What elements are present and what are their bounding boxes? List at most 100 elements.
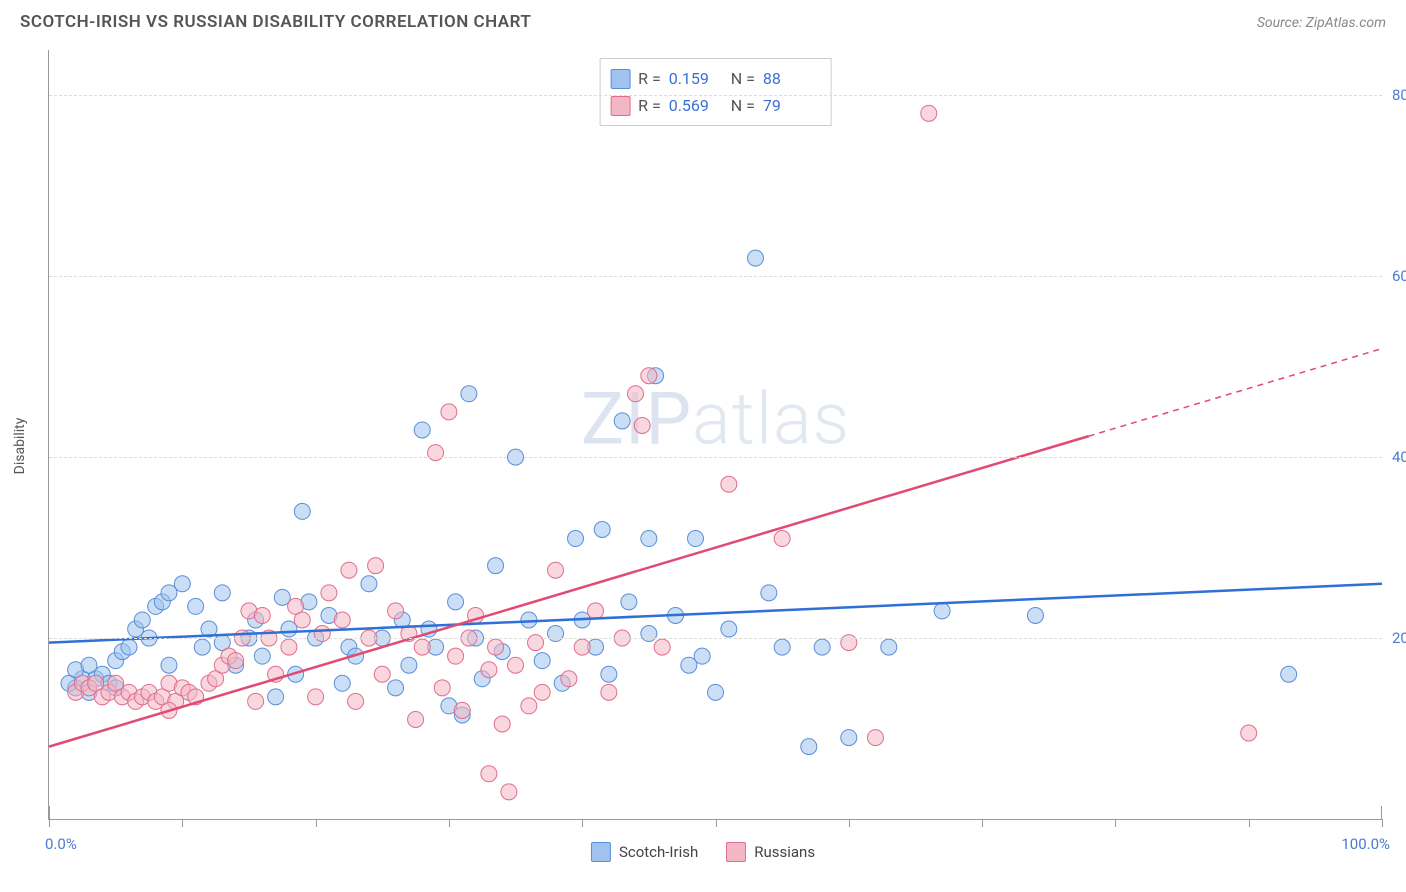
scatter-point [254,607,270,623]
x-tick [449,819,450,827]
scatter-point [388,603,404,619]
scatter-point [621,594,637,610]
scatter-point [528,635,544,651]
scatter-point [314,626,330,642]
scatter-point [434,680,450,696]
swatch-pink [726,842,746,862]
scatter-point [334,675,350,691]
scatter-point [654,639,670,655]
scatter-point [628,386,644,402]
chart-title: SCOTCH-IRISH VS RUSSIAN DISABILITY CORRE… [20,12,531,32]
chart-plot-area: ZIPatlas R = 0.159 N = 88 R = 0.569 N = … [48,50,1382,820]
y-axis-title: Disability [12,418,28,475]
x-axis-max-label: 100.0% [1341,835,1390,853]
scatter-point [414,639,430,655]
n-value-pink: 79 [763,92,817,119]
scatter-point [481,766,497,782]
trend-line-dashed [1089,349,1382,437]
x-tick [316,819,317,827]
scatter-point [841,635,857,651]
scatter-point [161,657,177,673]
n-label: N = [731,92,755,119]
x-tick [1382,819,1383,827]
scatter-point [601,666,617,682]
scatter-point [408,711,424,727]
swatch-pink [610,96,630,116]
scatter-point [641,626,657,642]
scatter-point [448,648,464,664]
scatter-point [214,585,230,601]
scatter-point [534,653,550,669]
scatter-point [594,521,610,537]
legend-row-russians: R = 0.569 N = 79 [610,92,817,119]
x-axis-min-label: 0.0% [45,835,77,853]
r-label: R = [638,92,661,119]
scatter-point [508,657,524,673]
scatter-point [228,653,244,669]
scatter-point [134,612,150,628]
scatter-point [308,689,324,705]
scatter-point [841,730,857,746]
scatter-point [1027,607,1043,623]
scatter-point [641,531,657,547]
scatter-point [747,250,763,266]
scatter-point [708,684,724,700]
legend-label-b: Russians [754,843,815,861]
scatter-point [721,476,737,492]
scatter-point [601,684,617,700]
scatter-svg [49,50,1382,819]
scatter-point [588,603,604,619]
gridline [49,457,1382,458]
legend-row-scotch-irish: R = 0.159 N = 88 [610,65,817,92]
scatter-point [348,693,364,709]
scatter-point [614,413,630,429]
gridline [49,638,1382,639]
swatch-blue [591,842,611,862]
scatter-point [688,531,704,547]
scatter-point [814,639,830,655]
scatter-point [294,503,310,519]
y-tick-label: 40.0% [1392,448,1406,466]
scatter-point [194,639,210,655]
r-label: R = [638,65,661,92]
y-tick-label: 80.0% [1392,86,1406,104]
scatter-point [634,417,650,433]
scatter-point [521,698,537,714]
scatter-point [401,657,417,673]
scatter-point [81,657,97,673]
scatter-point [694,648,710,664]
scatter-point [881,639,897,655]
scatter-point [448,594,464,610]
scatter-point [801,739,817,755]
scatter-point [574,639,590,655]
x-tick [849,819,850,827]
scatter-point [721,621,737,637]
x-tick [49,819,50,827]
scatter-point [388,680,404,696]
trend-line [49,436,1089,746]
scatter-point [867,730,883,746]
scatter-point [561,671,577,687]
scatter-point [254,648,270,664]
scatter-point [641,368,657,384]
scatter-point [1241,725,1257,741]
scatter-point [174,576,190,592]
scatter-point [534,684,550,700]
scatter-point [374,666,390,682]
scatter-point [761,585,777,601]
scatter-point [921,105,937,121]
scatter-point [361,576,377,592]
y-tick-label: 60.0% [1392,267,1406,285]
scatter-point [121,639,137,655]
x-tick [1115,819,1116,827]
scatter-point [368,558,384,574]
scatter-point [334,612,350,628]
scatter-point [774,639,790,655]
scatter-point [268,689,284,705]
y-tick-label: 20.0% [1392,629,1406,647]
legend-item-russians: Russians [726,842,815,862]
scatter-point [568,531,584,547]
scatter-point [188,598,204,614]
bottom-legend: Scotch-Irish Russians [591,842,815,862]
scatter-point [248,693,264,709]
